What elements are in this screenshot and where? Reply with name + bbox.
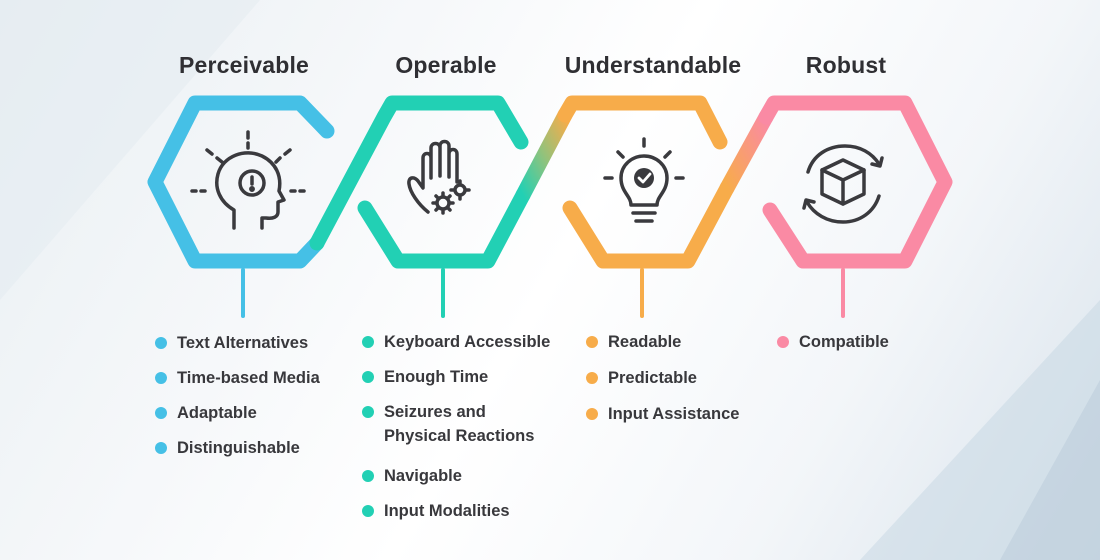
list-item: Time-based Media: [155, 366, 320, 390]
list-item: Adaptable: [155, 401, 320, 425]
bullet-dot: [362, 470, 374, 482]
bullet-dot: [155, 337, 167, 349]
list-item: Seizures and Physical Reactions: [362, 400, 554, 448]
list-item: Input Modalities: [362, 499, 554, 523]
list-robust: Compatible: [777, 330, 889, 354]
hexagon-perceivable: [147, 95, 335, 269]
list-item: Enough Time: [362, 365, 554, 389]
bullet-dot: [586, 408, 598, 420]
bullet-dot: [362, 505, 374, 517]
pillar-title-robust: Robust: [805, 52, 887, 78]
bullet-dot: [362, 371, 374, 383]
pillar-title-operable: Operable: [395, 52, 497, 78]
list-item: Keyboard Accessible: [362, 330, 554, 354]
connector-understandable-robust: [719, 109, 774, 196]
list-item: Text Alternatives: [155, 331, 320, 355]
hexagon-operable: [357, 187, 531, 269]
list-understandable: Readable Predictable Input Assistance: [586, 330, 739, 438]
bullet-dot: [155, 407, 167, 419]
bullet-dot: [362, 406, 374, 418]
list-item: Predictable: [586, 366, 739, 390]
bullet-dot: [777, 336, 789, 348]
list-item: Readable: [586, 330, 739, 354]
list-item: Input Assistance: [586, 402, 739, 426]
lightbulb-check-icon: [603, 137, 685, 223]
list-item: Compatible: [777, 330, 889, 354]
bullet-dot: [155, 442, 167, 454]
bullet-dot: [586, 336, 598, 348]
cube-refresh-icon: [802, 144, 884, 224]
bullet-dot: [155, 372, 167, 384]
pillar-title-perceivable: Perceivable: [178, 52, 310, 78]
pillar-title-understandable: Understandable: [564, 52, 742, 78]
bullet-dot: [586, 372, 598, 384]
list-perceivable: Text Alternatives Time-based Media Adapt…: [155, 331, 320, 471]
list-item: Navigable: [362, 464, 554, 488]
list-item: Distinguishable: [155, 436, 320, 460]
hexagon-understandable: [557, 95, 728, 150]
connector-operable-understandable: [515, 107, 573, 203]
bullet-dot: [362, 336, 374, 348]
list-operable: Keyboard Accessible Enough Time Seizures…: [362, 330, 554, 534]
hand-with-gears-icon: [407, 139, 471, 215]
hexagon-robust: [758, 95, 953, 269]
head-with-exclamation-icon: [190, 130, 306, 230]
